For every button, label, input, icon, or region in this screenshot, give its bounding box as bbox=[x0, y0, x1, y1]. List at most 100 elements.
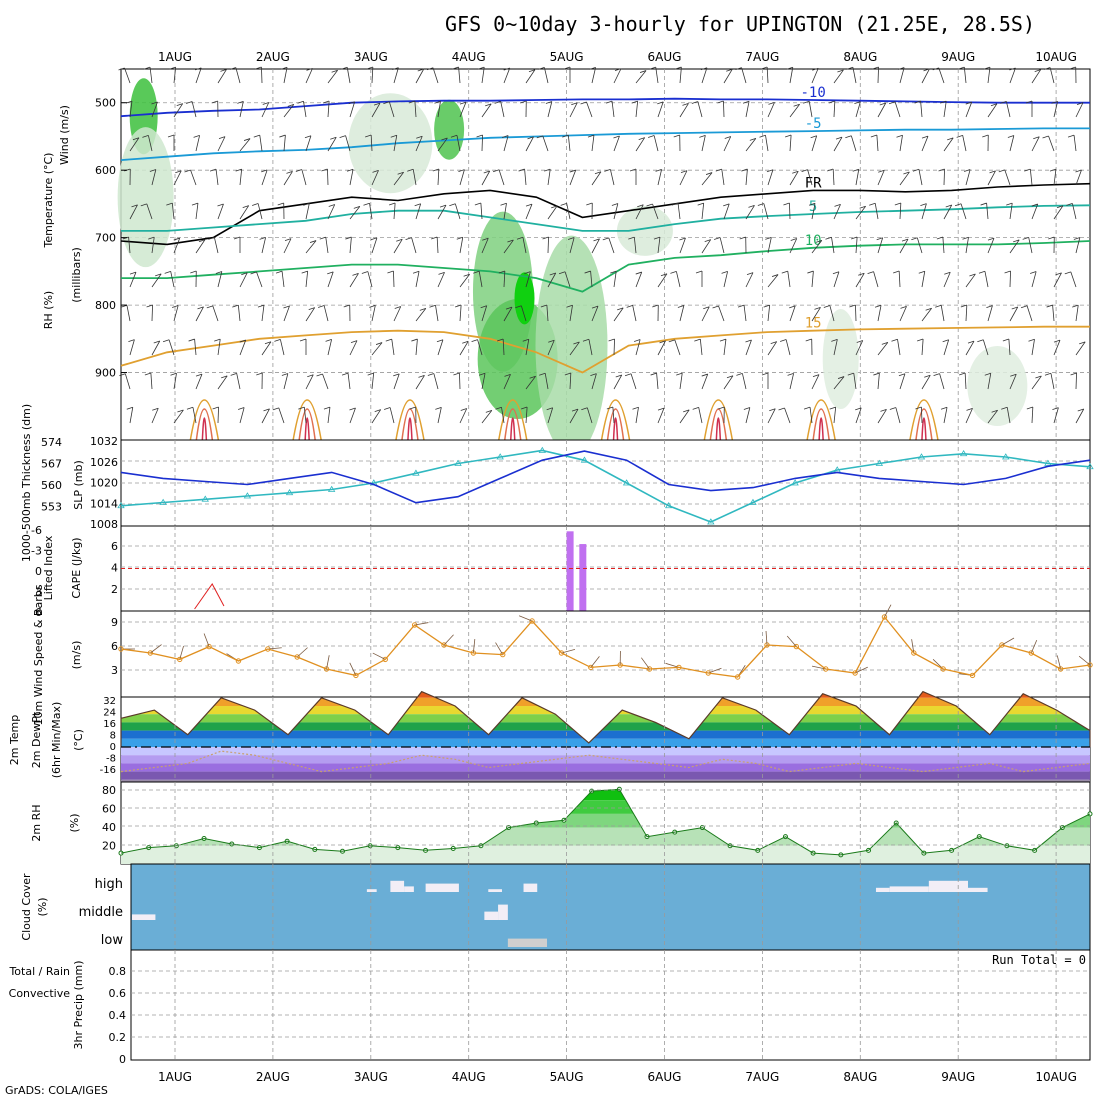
wind-barb bbox=[679, 305, 685, 322]
wind-barb-flag bbox=[998, 169, 1005, 173]
wind-barb-flag bbox=[209, 168, 217, 172]
wind-barb bbox=[610, 169, 615, 186]
wind-barb-flag bbox=[474, 202, 482, 206]
wind-barb bbox=[899, 67, 905, 84]
wind-barb bbox=[987, 103, 998, 118]
wind-barb bbox=[129, 272, 137, 288]
wind-barb-flag bbox=[1020, 305, 1028, 309]
wind-barb bbox=[371, 409, 382, 424]
wind-barb-flag bbox=[321, 168, 328, 172]
wind-barb-flag bbox=[634, 339, 641, 342]
temp-tick-label: -8 bbox=[106, 754, 116, 765]
cloud-block bbox=[889, 886, 929, 892]
wind-barb-flag bbox=[697, 202, 704, 206]
rh-tick-label: 40 bbox=[102, 821, 116, 834]
wind-barb bbox=[613, 338, 615, 356]
wind-barb-flag bbox=[987, 237, 995, 241]
wind-barb bbox=[459, 273, 470, 288]
wind-barb-flag bbox=[339, 135, 346, 138]
wind-barb-flag bbox=[471, 339, 478, 342]
wind-barb bbox=[305, 68, 313, 84]
wind-barb-flag bbox=[306, 68, 313, 71]
wind-barb-flag bbox=[705, 172, 713, 175]
wind-barb-flag bbox=[617, 307, 624, 311]
wind-barb bbox=[943, 407, 948, 424]
warm-contour bbox=[304, 417, 310, 441]
wind-barb-flag bbox=[1067, 134, 1075, 138]
precip-tick-label: 0.2 bbox=[109, 1031, 127, 1044]
contour-label: -10 bbox=[800, 85, 825, 101]
wind-barb bbox=[393, 135, 398, 152]
wind-barb-flag bbox=[361, 271, 368, 274]
wind-barb-flag bbox=[614, 68, 622, 71]
dewpt-axis-label: 2m DewPt bbox=[30, 711, 43, 768]
wind-barb bbox=[194, 339, 197, 356]
wind-barb bbox=[591, 306, 599, 322]
wind-barb-flag bbox=[169, 66, 176, 70]
wind-barb-flag bbox=[594, 171, 602, 175]
wind-barb-flag bbox=[149, 169, 156, 172]
panel-cloud-cover: high middle low Cloud Cover (%) bbox=[20, 863, 1091, 951]
wind10m-barb bbox=[1056, 655, 1062, 670]
wind-barb bbox=[831, 237, 835, 254]
wind-barb-flag bbox=[837, 69, 844, 73]
wind-barb-flag bbox=[370, 237, 378, 241]
wind-barb-flag bbox=[507, 239, 514, 243]
wind-barb-flag bbox=[834, 204, 841, 207]
wind-barb-flag bbox=[1025, 100, 1033, 104]
wind-barb bbox=[283, 238, 292, 254]
cape-bar bbox=[566, 531, 574, 611]
wind-barb bbox=[1006, 407, 1011, 424]
wind-barb-flag bbox=[807, 270, 814, 274]
wind-barb-flag bbox=[259, 237, 266, 240]
wind-barb-flag bbox=[856, 340, 863, 343]
top-date-label: 3AUG bbox=[354, 50, 388, 64]
wind-barb bbox=[743, 305, 747, 322]
cloud-block bbox=[131, 914, 156, 920]
wind-barb bbox=[987, 305, 993, 322]
wind-barb-flag bbox=[969, 273, 976, 277]
wind-barb bbox=[349, 101, 356, 118]
pressure-tick-label: 500 bbox=[95, 97, 116, 110]
wind-barb bbox=[1049, 67, 1055, 84]
wind-barb bbox=[129, 339, 135, 356]
wind-barb-flag bbox=[239, 339, 246, 343]
wind-barb-flag bbox=[449, 203, 456, 207]
wind-barb bbox=[697, 101, 703, 118]
wind-barb-flag bbox=[768, 102, 775, 105]
wind-barb bbox=[481, 238, 489, 254]
warm-contour bbox=[600, 399, 631, 441]
wind-barb-flag bbox=[719, 338, 727, 342]
wind-barb-flag bbox=[458, 169, 465, 172]
wind-barb bbox=[1009, 239, 1020, 254]
wind-barb-flag bbox=[456, 236, 463, 240]
wind-barb-flag bbox=[814, 307, 821, 310]
wind-barb-flag bbox=[657, 407, 665, 411]
wind-barb bbox=[612, 407, 615, 424]
wind-barb bbox=[437, 339, 444, 356]
cape-series bbox=[121, 531, 1090, 611]
cloud-block bbox=[498, 904, 508, 920]
wind-barb bbox=[1031, 339, 1035, 356]
wind-barb bbox=[942, 237, 945, 254]
upper-air-rh-shading bbox=[117, 78, 1028, 456]
rh-band bbox=[121, 789, 1090, 801]
wind-barb bbox=[239, 339, 247, 356]
wind-barb-flag bbox=[1011, 306, 1018, 310]
wind-barb bbox=[481, 410, 493, 424]
wind-barb-flag bbox=[956, 134, 963, 138]
wind10m-line bbox=[120, 615, 1091, 678]
wind-barb-flag bbox=[900, 306, 907, 309]
wind10m-barb bbox=[1001, 637, 1015, 646]
wind-barb bbox=[544, 373, 549, 390]
lifted-axis-label: Lifted Index bbox=[42, 535, 55, 600]
wind-barb bbox=[877, 342, 889, 356]
wind10m-barb bbox=[267, 647, 282, 650]
top-date-label: 10AUG bbox=[1035, 50, 1077, 64]
wind-barb bbox=[567, 135, 571, 152]
precip-axis-label: 3hr Precip (mm) bbox=[72, 960, 85, 1049]
wind-barb-flag bbox=[131, 204, 138, 208]
wind-barb bbox=[503, 203, 507, 220]
wind-barb-flag bbox=[894, 202, 901, 206]
wind-barb bbox=[566, 203, 571, 220]
